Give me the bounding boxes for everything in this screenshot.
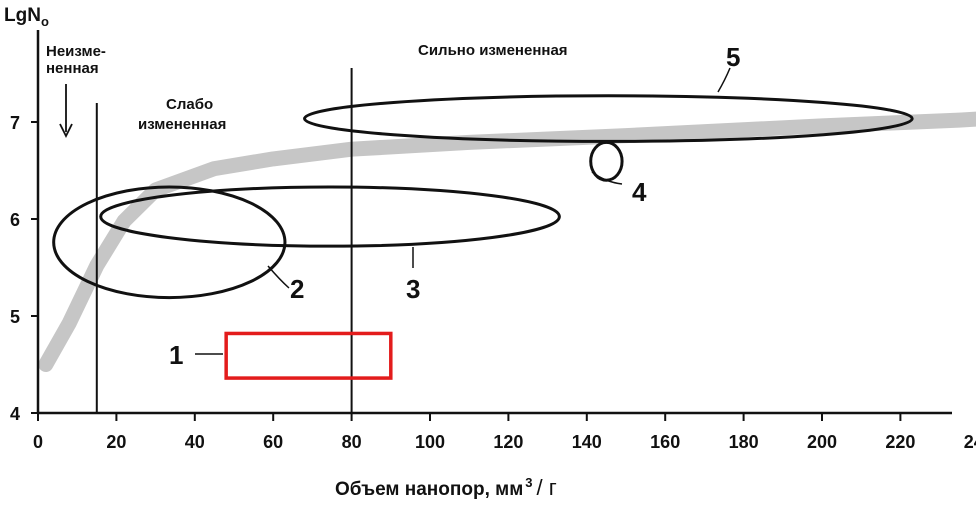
series-3-label: 3 <box>406 274 420 304</box>
x-tick-label: 120 <box>493 432 523 452</box>
zone-label-strong: Сильно измененная <box>418 42 568 59</box>
tick-layer: 0204060801001201401601802002202402604567 <box>10 113 976 452</box>
y-tick-label: 4 <box>10 404 20 424</box>
x-tick-label: 60 <box>263 432 283 452</box>
x-tick-label: 80 <box>342 432 362 452</box>
zone-label-weak-line1: Слабо <box>166 96 213 113</box>
x-tick-label: 200 <box>807 432 837 452</box>
y-tick-label: 5 <box>10 307 20 327</box>
label-layer: LgNo Объем нанопор, мм 3/ г Неизме- ненна… <box>4 5 740 500</box>
x-tick-label: 240 <box>964 432 976 452</box>
x-tick-label: 40 <box>185 432 205 452</box>
series-5-label: 5 <box>726 42 740 72</box>
series-1-label: 1 <box>169 340 183 370</box>
series-3-ellipse <box>99 185 561 248</box>
x-tick-label: 20 <box>106 432 126 452</box>
leader-line-5 <box>717 67 731 93</box>
zone-label-weak-line2: измененная <box>138 116 226 133</box>
y-tick-label: 6 <box>10 210 20 230</box>
y-tick-label: 7 <box>10 113 20 133</box>
series-2-label: 2 <box>290 274 304 304</box>
leader-line-4 <box>591 171 623 185</box>
x-tick-label: 0 <box>33 432 43 452</box>
axes-layer <box>36 30 952 415</box>
series-4-label: 4 <box>632 177 647 207</box>
zone-label-unaltered-line2: ненная <box>46 60 99 77</box>
zone-arrow-head <box>59 123 73 139</box>
y-axis-label: LgNo <box>4 5 49 29</box>
boundary-layer <box>95 68 353 413</box>
x-axis-label: Объем нанопор, мм 3/ г <box>335 475 557 500</box>
series-2-ellipse <box>52 185 287 300</box>
x-tick-label: 180 <box>729 432 759 452</box>
shape-layer <box>52 94 914 380</box>
leader-line-2 <box>267 265 290 289</box>
series-1-rect <box>224 331 393 380</box>
series-5-ellipse <box>303 94 914 143</box>
x-tick-label: 220 <box>885 432 915 452</box>
x-tick-label: 100 <box>415 432 445 452</box>
x-tick-label: 160 <box>650 432 680 452</box>
x-tick-label: 140 <box>572 432 602 452</box>
zone-label-unaltered-line1: Неизме- <box>46 43 106 60</box>
